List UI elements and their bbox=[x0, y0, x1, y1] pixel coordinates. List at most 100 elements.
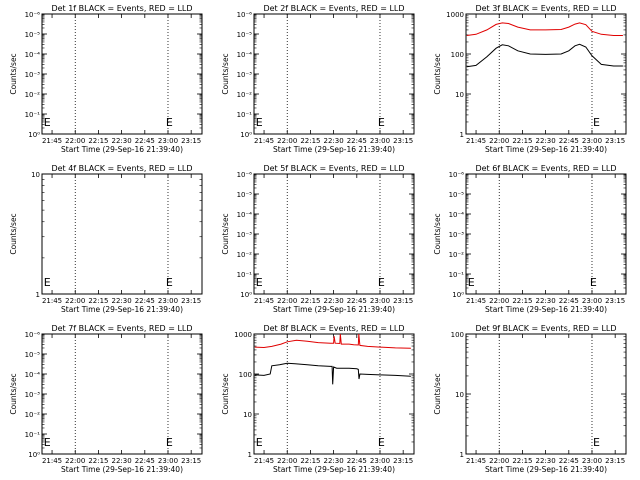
x-tick-label: 22:00 bbox=[277, 297, 297, 305]
x-tick-label: 23:15 bbox=[181, 297, 201, 305]
y-tick-label: 10⁻⁴ bbox=[237, 211, 253, 219]
x-tick-label: 23:00 bbox=[370, 137, 390, 145]
x-axis-label: Start Time (29-Sep-16 21:39:40) bbox=[485, 145, 607, 154]
series-line-events bbox=[254, 362, 411, 385]
panel-title: Det 2f BLACK = Events, RED = LLD bbox=[263, 4, 404, 13]
x-tick-label: 23:15 bbox=[393, 297, 413, 305]
x-tick-label: 22:15 bbox=[300, 457, 320, 465]
x-tick-label: 22:45 bbox=[559, 457, 579, 465]
e-marker: E bbox=[256, 116, 263, 129]
x-tick-label: 22:00 bbox=[65, 137, 85, 145]
x-tick-label: 22:00 bbox=[489, 457, 509, 465]
y-tick-label: 1000 bbox=[446, 11, 464, 19]
x-tick-label: 23:15 bbox=[605, 457, 625, 465]
x-tick-label: 22:00 bbox=[277, 137, 297, 145]
x-axis-label: Start Time (29-Sep-16 21:39:40) bbox=[273, 145, 395, 154]
y-tick-label: 10⁰ bbox=[240, 131, 252, 139]
y-tick-label: 10⁻⁵ bbox=[449, 191, 465, 199]
x-tick-label: 23:00 bbox=[370, 457, 390, 465]
x-axis-label: Start Time (29-Sep-16 21:39:40) bbox=[61, 145, 183, 154]
y-tick-label: 10⁻³ bbox=[237, 231, 253, 239]
y-tick-label: 10⁻⁴ bbox=[25, 371, 41, 379]
y-tick-label: 10⁻³ bbox=[449, 231, 465, 239]
x-tick-label: 22:30 bbox=[112, 297, 132, 305]
y-tick-label: 10⁻⁶ bbox=[25, 331, 41, 339]
x-tick-label: 23:15 bbox=[605, 297, 625, 305]
plot-frame bbox=[465, 13, 627, 135]
y-tick-label: 10⁻⁶ bbox=[25, 11, 41, 19]
y-tick-label: 10⁻⁴ bbox=[237, 51, 253, 59]
e-marker: E bbox=[378, 436, 385, 449]
y-tick-label: 100 bbox=[451, 331, 464, 339]
x-tick-label: 22:30 bbox=[536, 297, 556, 305]
e-marker: E bbox=[256, 436, 263, 449]
y-tick-label: 10⁻⁵ bbox=[237, 31, 253, 39]
x-tick-label: 23:00 bbox=[158, 297, 178, 305]
e-marker: E bbox=[166, 276, 173, 289]
plot-frame bbox=[253, 173, 415, 295]
y-tick-label: 10⁰ bbox=[28, 451, 40, 459]
x-tick-label: 21:45 bbox=[42, 137, 62, 145]
y-axis-label: Counts/sec bbox=[433, 213, 442, 254]
e-marker: E bbox=[166, 436, 173, 449]
y-tick-label: 1 bbox=[460, 131, 464, 139]
x-tick-label: 22:00 bbox=[65, 297, 85, 305]
x-tick-label: 22:30 bbox=[112, 457, 132, 465]
x-tick-label: 22:15 bbox=[300, 297, 320, 305]
y-tick-label: 10⁰ bbox=[452, 291, 464, 299]
y-tick-label: 10 bbox=[243, 411, 252, 419]
e-marker: E bbox=[44, 276, 51, 289]
y-tick-label: 10⁻⁶ bbox=[449, 171, 465, 179]
series-line-lld bbox=[254, 333, 411, 349]
x-tick-label: 22:45 bbox=[559, 297, 579, 305]
y-tick-label: 10⁻³ bbox=[237, 71, 253, 79]
y-tick-label: 10⁻² bbox=[25, 411, 41, 419]
plot-frame bbox=[41, 173, 203, 295]
y-tick-label: 10⁻¹ bbox=[25, 431, 41, 439]
y-axis-label: Counts/sec bbox=[9, 53, 18, 94]
e-marker: E bbox=[593, 436, 600, 449]
e-marker: E bbox=[44, 116, 51, 129]
x-tick-label: 21:45 bbox=[466, 137, 486, 145]
y-tick-label: 10⁻⁵ bbox=[25, 351, 41, 359]
plot-frame bbox=[465, 333, 627, 455]
y-tick-label: 10⁻⁵ bbox=[237, 191, 253, 199]
x-tick-label: 23:00 bbox=[582, 137, 602, 145]
y-tick-label: 1 bbox=[460, 451, 464, 459]
panel-title: Det 8f BLACK = Events, RED = LLD bbox=[263, 324, 404, 333]
y-tick-label: 10⁻⁶ bbox=[237, 11, 253, 19]
x-tick-label: 22:30 bbox=[324, 457, 344, 465]
x-tick-label: 22:00 bbox=[277, 457, 297, 465]
x-tick-label: 23:00 bbox=[582, 457, 602, 465]
x-tick-label: 22:00 bbox=[65, 457, 85, 465]
x-tick-label: 21:45 bbox=[466, 457, 486, 465]
y-tick-label: 10⁻⁴ bbox=[25, 51, 41, 59]
panel-title: Det 5f BLACK = Events, RED = LLD bbox=[263, 164, 404, 173]
x-tick-label: 21:45 bbox=[466, 297, 486, 305]
x-tick-label: 21:45 bbox=[254, 297, 274, 305]
x-axis-label: Start Time (29-Sep-16 21:39:40) bbox=[485, 305, 607, 314]
x-axis-label: Start Time (29-Sep-16 21:39:40) bbox=[61, 465, 183, 474]
x-tick-label: 22:15 bbox=[512, 457, 532, 465]
y-tick-label: 10⁻⁴ bbox=[449, 211, 465, 219]
y-tick-label: 1 bbox=[36, 291, 40, 299]
x-tick-label: 21:45 bbox=[42, 297, 62, 305]
y-tick-label: 10⁻¹ bbox=[237, 111, 253, 119]
e-marker: E bbox=[593, 116, 600, 129]
y-tick-label: 10⁻⁵ bbox=[25, 31, 41, 39]
x-tick-label: 21:45 bbox=[254, 457, 274, 465]
x-tick-label: 22:15 bbox=[512, 297, 532, 305]
x-axis-label: Start Time (29-Sep-16 21:39:40) bbox=[485, 465, 607, 474]
x-tick-label: 22:30 bbox=[536, 457, 556, 465]
x-tick-label: 22:00 bbox=[489, 297, 509, 305]
y-tick-label: 10⁻¹ bbox=[449, 271, 465, 279]
y-tick-label: 10⁻² bbox=[237, 251, 253, 259]
y-axis-label: Counts/sec bbox=[433, 373, 442, 414]
